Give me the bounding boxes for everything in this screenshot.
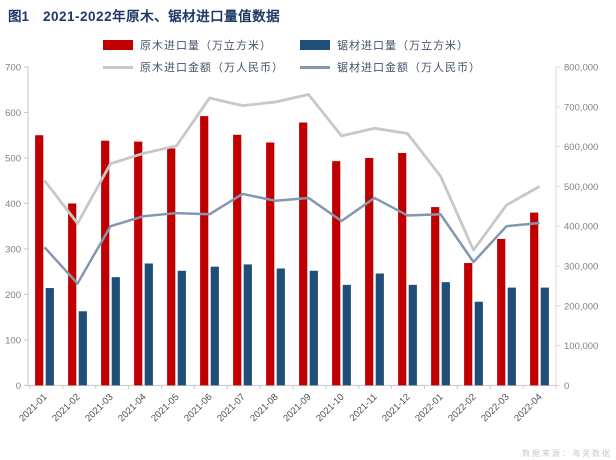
right-axis-tick-label: 600,000 [564,142,598,153]
sawn-volume-bar [144,263,153,386]
sawn-volume-bar [375,273,384,386]
left-axis-tick-label: 200 [5,290,21,301]
right-axis-tick-label: 300,000 [564,262,598,273]
right-axis-tick-label: 500,000 [564,182,598,193]
legend-item-sawn-value: 锯材进口金额（万人民币） [300,59,481,75]
x-axis-category-label: 2021-07 [215,392,247,424]
log-volume-bar [35,135,44,386]
legend-label: 原木进口金额（万人民币） [140,62,284,74]
right-axis-tick-label: 200,000 [564,301,598,312]
x-axis-category-label: 2022-01 [413,392,445,424]
x-axis-category-label: 2021-11 [348,392,380,424]
legend-label: 原木进口量（万立方米） [140,40,272,52]
legend-item-log-volume: 原木进口量（万立方米） [103,37,272,53]
x-axis-category-label: 2021-08 [248,392,280,424]
x-axis-category-label: 2022-03 [479,392,511,424]
legend-item-log-value: 原木进口金额（万人民币） [103,59,284,75]
left-axis-tick-label: 0 [16,381,21,392]
legend-label: 锯材进口量（万立方米） [337,40,469,52]
log-volume-bar [530,212,539,386]
x-axis-category-label: 2022-02 [446,392,478,424]
log-volume-bar [167,148,176,386]
x-axis-category-label: 2021-01 [17,392,49,424]
sawn-volume-bar [111,277,120,386]
sawn-volume-bar [441,282,450,386]
log-volume-bar [431,207,440,386]
sawn-value-swatch [300,65,330,69]
log-volume-bar [266,142,275,386]
sawn-volume-bar [78,311,87,386]
figure-header: 图1 2021-2022年原木、锯材进口量值数据 [8,5,280,26]
sawn-volume-bar [243,264,252,386]
right-axis-tick-label: 100,000 [564,341,598,352]
log-volume-bar [134,141,143,386]
log-volume-bar [365,157,374,386]
right-axis-tick-label: 800,000 [564,63,598,74]
legend-label: 锯材进口金额（万人民币） [337,62,481,74]
right-axis-tick-label: 700,000 [564,102,598,113]
sawn-volume-bar [507,287,516,386]
sawn-volume-bar [474,301,483,386]
x-axis-category-label: 2021-09 [281,392,313,424]
left-axis-tick-label: 600 [5,108,21,119]
x-axis-category-label: 2021-10 [314,392,346,424]
x-axis-category-label: 2021-02 [50,392,82,424]
sawn-value-line [43,192,540,285]
legend-item-sawn-volume: 锯材进口量（万立方米） [300,37,469,53]
figure-number: 图1 [8,9,30,24]
sawn-volume-bar [342,284,351,386]
log-value-line [43,93,541,252]
log-value-swatch [103,65,133,69]
log-volume-bar [101,140,110,386]
sawn-volume-bar [276,268,285,386]
log-volume-bar [464,263,473,386]
x-axis-category-label: 2021-04 [116,392,148,424]
sawn-volume-swatch [300,40,330,50]
left-axis-tick-label: 400 [5,199,21,210]
log-volume-bar [398,152,407,386]
page-title: 2021-2022年原木、锯材进口量值数据 [43,9,281,24]
sawn-volume-bar [309,270,318,386]
sawn-volume-bar [408,284,417,386]
right-axis-tick-label: 0 [564,381,569,392]
log-volume-bar [68,203,77,386]
left-axis-tick-label: 100 [5,335,21,346]
log-volume-bar [200,116,209,386]
log-volume-swatch [103,40,133,50]
left-axis-tick-label: 300 [5,244,21,255]
log-volume-bar [233,134,242,386]
x-axis-category-label: 2021-05 [149,392,181,424]
sawn-volume-bar [45,288,54,386]
left-axis-tick-label: 700 [5,63,21,74]
sawn-volume-bar [177,270,186,386]
left-axis-tick-label: 500 [5,153,21,164]
sawn-volume-bar [540,287,549,386]
log-volume-bar [497,238,506,386]
log-volume-bar [299,122,308,386]
right-axis-tick-label: 400,000 [564,222,598,233]
sawn-volume-bar [210,266,219,386]
data-source-watermark: 数据来源：海关数据 [522,449,612,458]
x-axis-category-label: 2022-04 [512,392,544,424]
x-axis-category-label: 2021-06 [182,392,214,424]
x-axis-category-label: 2021-03 [83,392,115,424]
log-volume-bar [332,161,341,386]
x-axis-category-label: 2021-12 [380,392,412,424]
